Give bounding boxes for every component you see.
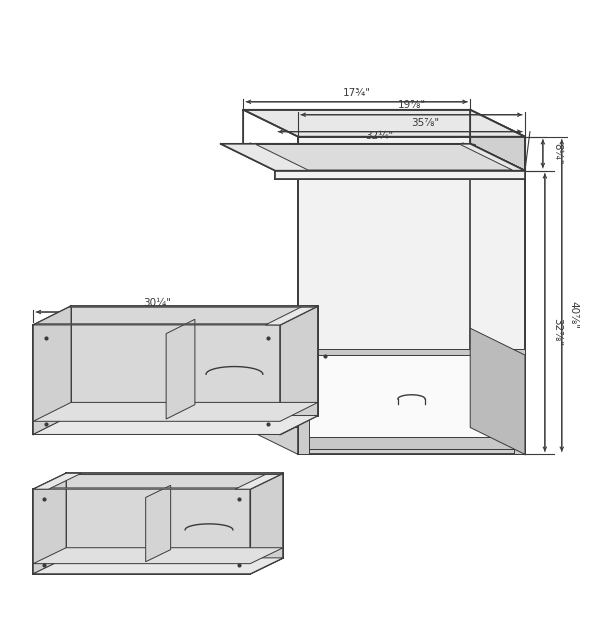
Polygon shape: [265, 306, 318, 325]
Polygon shape: [33, 403, 318, 422]
Polygon shape: [275, 171, 525, 179]
Text: 8¼": 8¼": [552, 143, 562, 164]
Text: 4⅜": 4⅜": [58, 506, 79, 515]
Polygon shape: [243, 144, 525, 171]
Polygon shape: [235, 473, 283, 489]
Polygon shape: [64, 473, 283, 475]
Polygon shape: [298, 349, 525, 363]
Polygon shape: [33, 488, 253, 489]
Polygon shape: [280, 306, 318, 434]
Polygon shape: [33, 558, 283, 574]
Text: 32⅞": 32⅞": [552, 319, 562, 346]
Polygon shape: [66, 473, 283, 558]
Polygon shape: [33, 473, 81, 489]
Polygon shape: [33, 489, 250, 574]
Polygon shape: [221, 144, 525, 171]
Polygon shape: [69, 306, 318, 307]
Text: 30¼": 30¼": [143, 298, 170, 308]
Polygon shape: [33, 473, 66, 574]
Text: 32¼": 32¼": [365, 131, 394, 141]
Polygon shape: [243, 427, 525, 454]
Polygon shape: [298, 137, 525, 171]
Polygon shape: [250, 473, 283, 574]
Polygon shape: [33, 415, 318, 434]
Polygon shape: [33, 306, 71, 434]
Text: 35⅞": 35⅞": [411, 118, 439, 128]
Polygon shape: [33, 325, 280, 434]
Text: 40⅞": 40⅞": [569, 301, 579, 329]
Polygon shape: [470, 144, 525, 454]
Polygon shape: [71, 306, 318, 415]
Text: 5½": 5½": [58, 348, 79, 357]
Polygon shape: [256, 145, 512, 170]
Polygon shape: [243, 328, 310, 355]
Polygon shape: [298, 171, 525, 454]
Polygon shape: [33, 324, 283, 325]
Polygon shape: [470, 110, 525, 171]
Text: 13⅜": 13⅜": [234, 365, 262, 375]
Polygon shape: [166, 319, 195, 419]
Polygon shape: [298, 355, 310, 454]
Polygon shape: [514, 355, 525, 454]
Text: 17¾": 17¾": [343, 88, 371, 98]
Polygon shape: [243, 110, 525, 137]
Polygon shape: [302, 355, 520, 449]
Text: 19⅞": 19⅞": [397, 100, 425, 110]
Polygon shape: [298, 437, 525, 449]
Polygon shape: [33, 548, 283, 564]
Polygon shape: [470, 328, 525, 454]
Polygon shape: [146, 485, 170, 562]
